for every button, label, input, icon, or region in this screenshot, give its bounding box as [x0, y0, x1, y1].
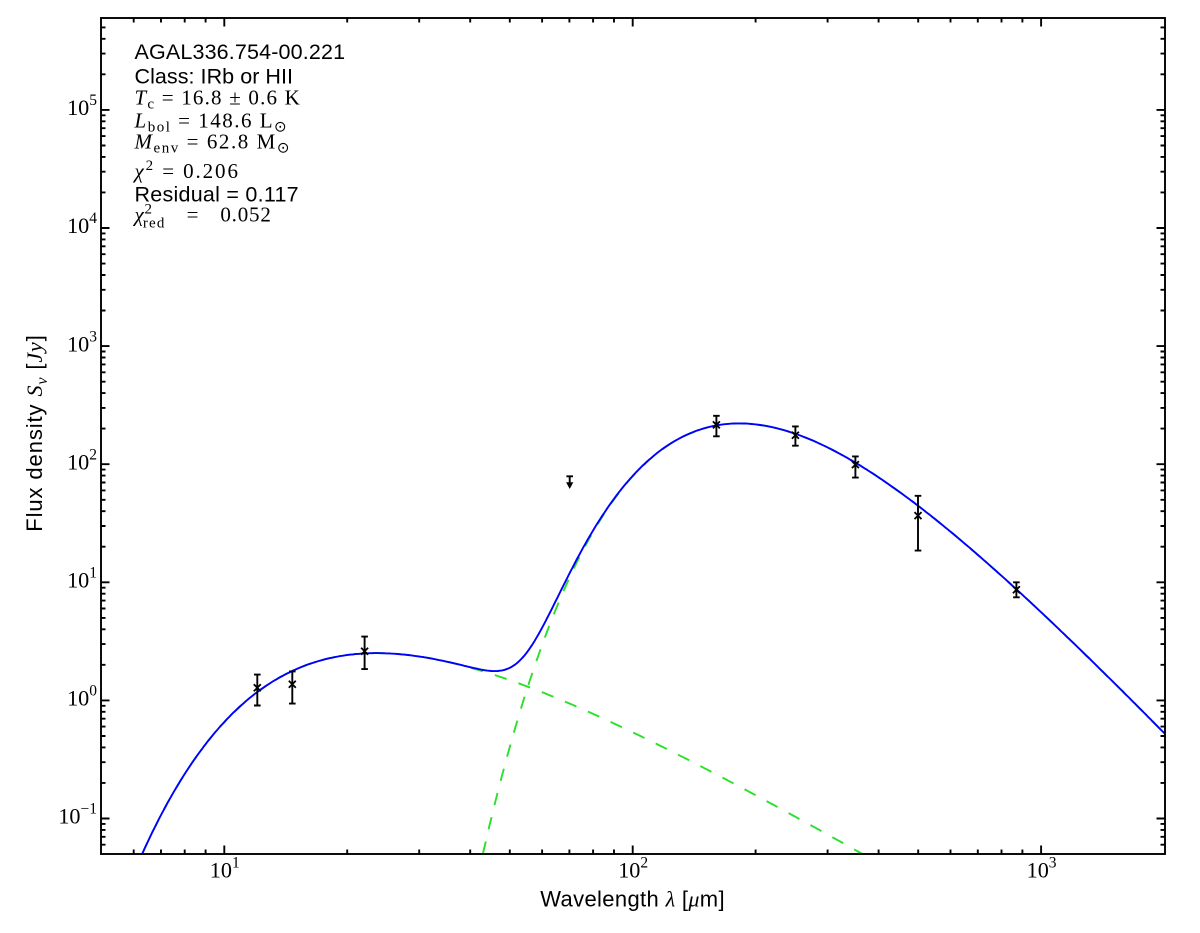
svg-text:Menv = 62.8 M⊙: Menv = 62.8 M⊙ [134, 129, 291, 156]
svg-text:Wavelength λ [μm]: Wavelength λ [μm] [540, 886, 725, 911]
svg-text:χ2 = 0.206: χ2 = 0.206 [133, 158, 240, 183]
svg-text:105: 105 [67, 92, 97, 120]
svg-text:Residual = 0.117: Residual = 0.117 [135, 183, 299, 207]
svg-text:101: 101 [210, 854, 240, 882]
svg-text:AGAL336.754-00.221: AGAL336.754-00.221 [135, 40, 346, 64]
svg-text:Flux density Sν [Jy]: Flux density Sν [Jy] [22, 334, 51, 532]
svg-text:Class: IRb or HII: Class: IRb or HII [135, 64, 294, 88]
svg-text:Tc = 16.8 ± 0.6 K: Tc = 16.8 ± 0.6 K [135, 85, 302, 112]
svg-text:Lbol = 148.6 L⊙: Lbol = 148.6 L⊙ [134, 108, 289, 135]
